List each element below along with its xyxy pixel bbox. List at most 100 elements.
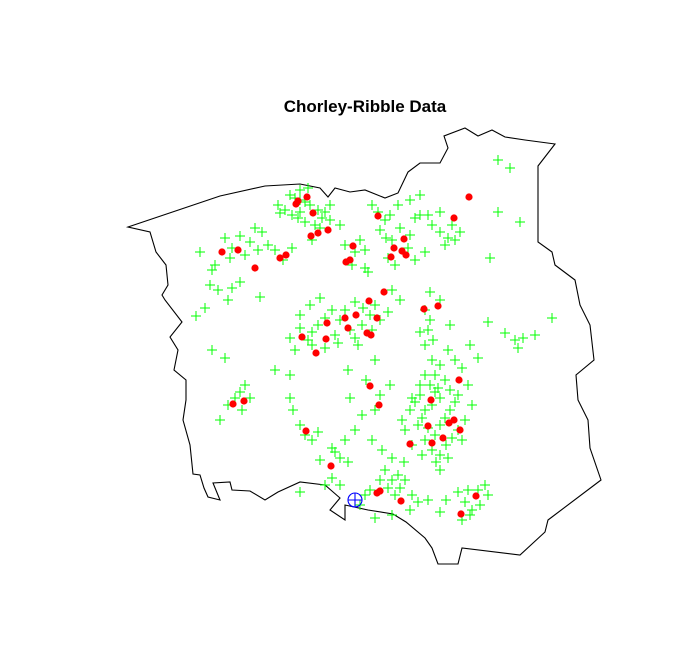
case-point bbox=[420, 405, 430, 415]
case-point bbox=[445, 320, 455, 330]
controls-layer bbox=[218, 193, 480, 518]
case-point bbox=[343, 365, 353, 375]
case-point bbox=[500, 328, 510, 338]
control-point bbox=[240, 397, 248, 405]
case-point bbox=[345, 393, 355, 403]
case-point bbox=[285, 370, 295, 380]
case-point bbox=[405, 405, 415, 415]
case-point bbox=[375, 475, 385, 485]
control-point bbox=[397, 497, 405, 505]
case-point bbox=[357, 320, 367, 330]
control-point bbox=[229, 400, 237, 408]
case-point bbox=[191, 311, 201, 321]
case-point bbox=[403, 243, 413, 253]
case-point bbox=[445, 405, 455, 415]
case-point bbox=[361, 375, 371, 385]
control-point bbox=[323, 319, 331, 327]
case-point bbox=[363, 267, 373, 277]
case-point bbox=[413, 420, 423, 430]
case-point bbox=[450, 235, 460, 245]
case-point bbox=[425, 315, 435, 325]
case-point bbox=[320, 343, 330, 353]
case-point bbox=[395, 295, 405, 305]
case-point bbox=[447, 433, 457, 443]
case-point bbox=[207, 265, 217, 275]
case-point bbox=[305, 200, 315, 210]
case-point bbox=[377, 445, 387, 455]
case-point bbox=[405, 195, 415, 205]
region-boundary bbox=[125, 127, 602, 565]
case-point bbox=[443, 233, 453, 243]
case-point bbox=[215, 415, 225, 425]
case-point bbox=[327, 473, 337, 483]
case-point bbox=[357, 410, 367, 420]
case-point bbox=[353, 340, 363, 350]
case-point bbox=[220, 353, 230, 363]
control-point bbox=[457, 510, 465, 518]
case-point bbox=[288, 405, 298, 415]
control-point bbox=[373, 314, 381, 322]
control-point bbox=[450, 214, 458, 222]
case-point bbox=[235, 231, 245, 241]
case-point bbox=[493, 155, 503, 165]
case-point bbox=[467, 400, 477, 410]
case-point bbox=[335, 480, 345, 490]
case-point bbox=[335, 453, 345, 463]
case-point bbox=[350, 297, 360, 307]
control-point bbox=[450, 416, 458, 424]
case-point bbox=[453, 390, 463, 400]
case-point bbox=[441, 495, 451, 505]
control-point bbox=[344, 324, 352, 332]
case-point bbox=[463, 485, 473, 495]
case-point bbox=[420, 247, 430, 257]
case-point bbox=[367, 200, 377, 210]
case-point bbox=[213, 285, 223, 295]
case-point bbox=[330, 330, 340, 340]
control-point bbox=[251, 264, 259, 272]
control-point bbox=[400, 235, 408, 243]
control-point bbox=[276, 254, 284, 262]
case-point bbox=[415, 327, 425, 337]
case-point bbox=[355, 235, 365, 245]
case-point bbox=[375, 390, 385, 400]
case-point bbox=[530, 330, 540, 340]
control-point bbox=[312, 349, 320, 357]
case-point bbox=[287, 210, 297, 220]
case-point bbox=[463, 380, 473, 390]
case-point bbox=[425, 380, 435, 390]
case-point bbox=[387, 510, 397, 520]
case-point bbox=[405, 505, 415, 515]
case-point bbox=[303, 183, 313, 193]
case-point bbox=[460, 415, 470, 425]
case-point bbox=[399, 457, 409, 467]
case-point bbox=[350, 425, 360, 435]
control-point bbox=[307, 232, 315, 240]
case-point bbox=[385, 380, 395, 390]
case-point bbox=[415, 380, 425, 390]
control-point bbox=[346, 256, 354, 264]
control-point bbox=[390, 244, 398, 252]
case-point bbox=[287, 243, 297, 253]
case-point bbox=[360, 245, 370, 255]
control-point bbox=[365, 297, 373, 305]
case-point bbox=[383, 307, 393, 317]
case-point bbox=[423, 325, 433, 335]
control-point bbox=[367, 331, 375, 339]
case-point bbox=[313, 427, 323, 437]
case-point bbox=[445, 385, 455, 395]
case-point bbox=[240, 380, 250, 390]
control-point bbox=[341, 314, 349, 322]
case-point bbox=[380, 215, 390, 225]
case-point bbox=[383, 483, 393, 493]
case-point bbox=[365, 485, 375, 495]
case-point bbox=[327, 305, 337, 315]
case-point bbox=[330, 447, 340, 457]
case-point bbox=[428, 335, 438, 345]
control-point bbox=[406, 440, 414, 448]
case-point bbox=[435, 360, 445, 370]
case-point bbox=[420, 435, 430, 445]
case-point bbox=[343, 457, 353, 467]
case-point bbox=[375, 225, 385, 235]
control-point bbox=[402, 251, 410, 259]
case-point bbox=[518, 333, 528, 343]
